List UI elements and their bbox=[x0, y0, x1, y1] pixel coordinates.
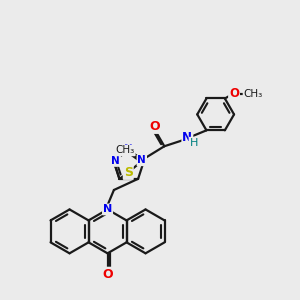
Text: S: S bbox=[124, 166, 133, 179]
Text: N: N bbox=[103, 204, 112, 214]
Text: CH₃: CH₃ bbox=[244, 88, 263, 98]
Text: N: N bbox=[137, 155, 146, 165]
Text: N: N bbox=[111, 156, 120, 166]
Text: O: O bbox=[102, 268, 113, 281]
Text: H: H bbox=[190, 138, 198, 148]
Text: CH₃: CH₃ bbox=[116, 146, 135, 155]
Text: N: N bbox=[124, 144, 133, 154]
Text: O: O bbox=[150, 120, 160, 133]
Text: N: N bbox=[182, 131, 192, 144]
Text: O: O bbox=[229, 87, 239, 100]
